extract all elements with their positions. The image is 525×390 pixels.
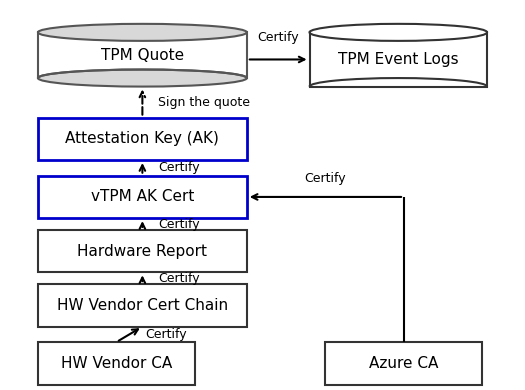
- Text: Certify: Certify: [257, 31, 299, 44]
- Ellipse shape: [310, 24, 487, 41]
- Text: Certify: Certify: [158, 218, 200, 230]
- Text: Certify: Certify: [158, 272, 200, 285]
- FancyBboxPatch shape: [325, 342, 482, 385]
- Text: HW Vendor Cert Chain: HW Vendor Cert Chain: [57, 298, 228, 313]
- FancyBboxPatch shape: [38, 32, 247, 78]
- Ellipse shape: [38, 69, 247, 87]
- Text: Attestation Key (AK): Attestation Key (AK): [66, 131, 219, 146]
- Text: TPM Quote: TPM Quote: [101, 48, 184, 63]
- Text: TPM Event Logs: TPM Event Logs: [338, 52, 459, 67]
- FancyBboxPatch shape: [38, 284, 247, 327]
- FancyBboxPatch shape: [38, 117, 247, 160]
- Text: Certify: Certify: [145, 328, 186, 341]
- Text: Hardware Report: Hardware Report: [77, 244, 207, 259]
- Text: Certify: Certify: [158, 161, 200, 174]
- Text: Certify: Certify: [304, 172, 346, 185]
- Text: vTPM AK Cert: vTPM AK Cert: [91, 190, 194, 204]
- FancyBboxPatch shape: [38, 342, 195, 385]
- Text: Sign the quote: Sign the quote: [158, 96, 250, 108]
- Text: Azure CA: Azure CA: [369, 356, 438, 371]
- FancyBboxPatch shape: [38, 176, 247, 218]
- Ellipse shape: [38, 24, 247, 41]
- FancyBboxPatch shape: [38, 230, 247, 273]
- Ellipse shape: [38, 69, 247, 87]
- Text: HW Vendor CA: HW Vendor CA: [61, 356, 172, 371]
- FancyBboxPatch shape: [310, 32, 487, 87]
